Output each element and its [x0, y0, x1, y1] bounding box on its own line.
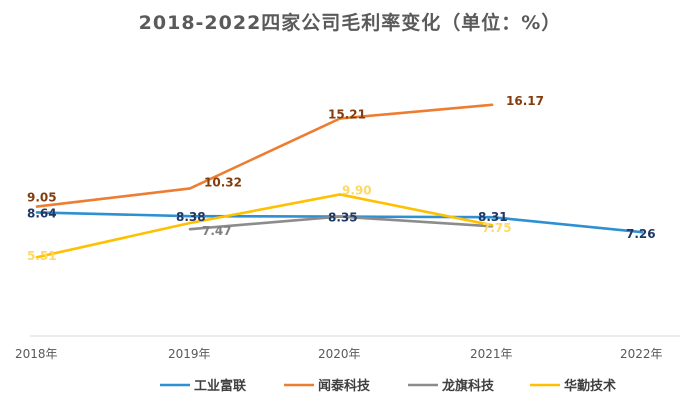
- x-tick-layer: 2018年 2019年 2020年 2021年 2022年: [15, 347, 663, 361]
- data-label-s1-1: 10.32: [204, 175, 242, 189]
- data-point-s1-0: [35, 205, 39, 208]
- data-point-s3-0: [35, 256, 39, 259]
- legend-item: 龙旗科技: [408, 378, 495, 394]
- data-point-s3-1: [188, 221, 192, 225]
- legend: 工业富联 闻泰科技 龙旗科技 华勤技术: [160, 378, 616, 394]
- x-tick-label: 2022年: [620, 347, 663, 361]
- data-point-s2-2: [338, 215, 342, 218]
- data-point-s0-0: [35, 211, 39, 214]
- data-label-s1-2: 15.21: [328, 107, 366, 121]
- data-point-s3-3: [490, 223, 494, 227]
- data-point-s0-4: [640, 230, 644, 234]
- data-label-s3-2: 9.90: [342, 183, 372, 197]
- data-label-s3-0: 5.51: [27, 249, 57, 263]
- series-line-3: [35, 193, 494, 259]
- data-label-s3-3: 7.75: [482, 221, 512, 235]
- chart-title: 2018-2022四家公司毛利率变化（单位：%）: [138, 12, 562, 34]
- legend-item: 华勤技术: [530, 378, 616, 394]
- legend-label: 龙旗科技: [442, 378, 495, 394]
- data-point-s1-3: [490, 103, 494, 106]
- data-label-s2-1: 7.47: [202, 224, 232, 238]
- data-label-s0-3: 8.31: [478, 210, 508, 224]
- data-label-s1-3: 16.17: [506, 94, 544, 108]
- x-tick-label: 2020年: [318, 347, 361, 361]
- data-label-s1-0: 9.05: [27, 191, 57, 205]
- data-point-s3-2: [338, 193, 342, 196]
- data-label-layer: 8.64 8.38 8.35 8.31 7.26 9.05 10.32 15.21 16.17 7…: [27, 94, 656, 263]
- x-tick-label: 2021年: [470, 347, 513, 361]
- data-point-s0-3: [490, 215, 494, 219]
- data-point-s2-1: [188, 227, 192, 231]
- data-point-s1-1: [188, 187, 192, 190]
- legend-label: 闻泰科技: [318, 378, 371, 394]
- legend-label: 工业富联: [194, 378, 246, 394]
- legend-item: 工业富联: [160, 378, 246, 394]
- legend-item: 闻泰科技: [284, 378, 371, 394]
- data-point-s0-1: [188, 214, 192, 218]
- legend-label: 华勤技术: [564, 378, 616, 394]
- x-tick-label: 2019年: [168, 347, 211, 361]
- series-line-1: [35, 103, 494, 208]
- data-label-s0-4: 7.26: [626, 227, 656, 241]
- data-label-s0-2: 8.35: [328, 211, 358, 225]
- data-label-s0-1: 8.38: [176, 210, 206, 224]
- series-layer: [35, 103, 644, 259]
- data-point-s1-2: [338, 117, 342, 120]
- data-label-s0-0: 8.64: [27, 206, 57, 220]
- x-tick-label: 2018年: [15, 347, 58, 361]
